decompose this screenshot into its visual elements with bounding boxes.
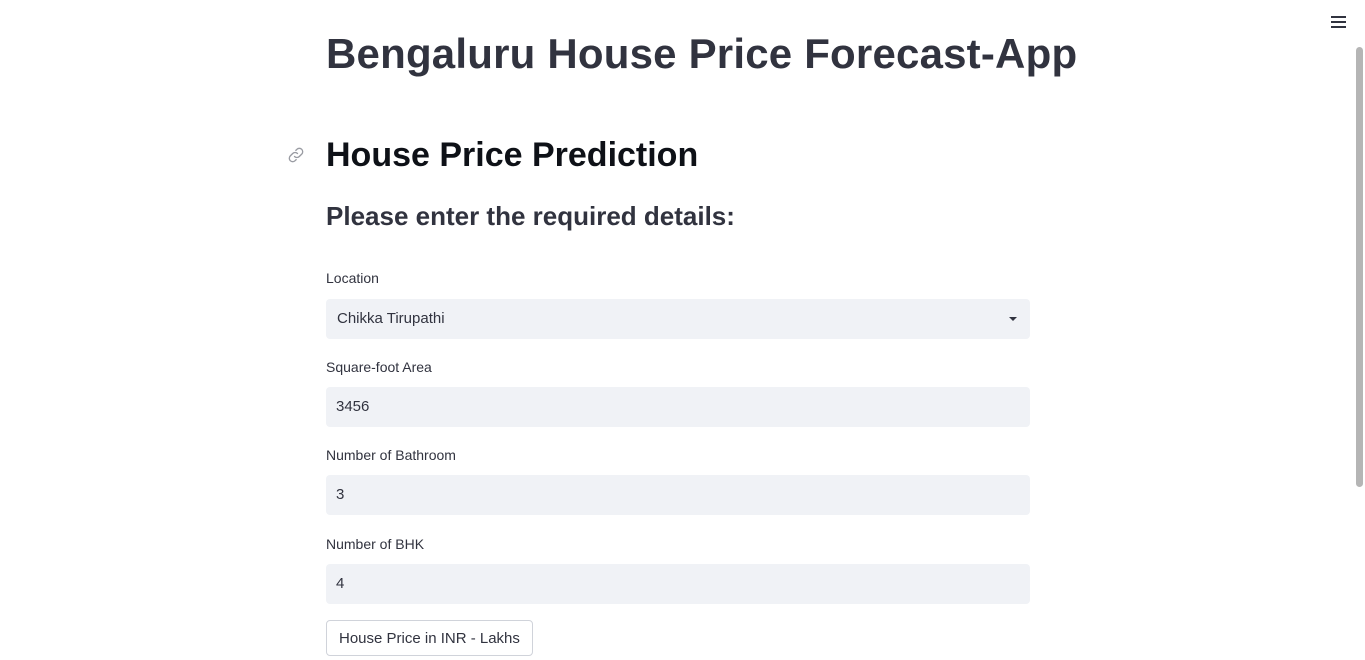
bath-value: 3 bbox=[336, 486, 345, 503]
predict-price-button[interactable]: House Price in INR - Lakhs bbox=[326, 620, 533, 656]
sqft-value: 3456 bbox=[336, 398, 370, 415]
hamburger-icon-bar bbox=[1331, 21, 1346, 23]
bhk-label: Number of BHK bbox=[326, 536, 425, 552]
hamburger-icon-bar bbox=[1331, 26, 1346, 28]
sqft-input[interactable]: 3456 bbox=[326, 387, 1030, 427]
location-selected-value: Chikka Tirupathi bbox=[337, 310, 445, 327]
bhk-input[interactable]: 4 bbox=[326, 564, 1030, 604]
app-title: Bengaluru House Price Forecast-App bbox=[326, 30, 1078, 77]
hamburger-icon bbox=[1331, 16, 1346, 18]
bath-input[interactable]: 3 bbox=[326, 475, 1030, 515]
sqft-label: Square-foot Area bbox=[326, 359, 432, 375]
location-label: Location bbox=[326, 270, 379, 286]
link-icon[interactable] bbox=[287, 146, 305, 164]
section-title: House Price Prediction bbox=[326, 136, 699, 174]
location-select[interactable]: Chikka Tirupathi bbox=[326, 299, 1030, 339]
bath-label: Number of Bathroom bbox=[326, 447, 456, 463]
page-scrollbar[interactable] bbox=[1356, 47, 1363, 487]
bhk-value: 4 bbox=[336, 575, 345, 592]
chevron-down-icon bbox=[1009, 317, 1017, 321]
form-subtitle: Please enter the required details: bbox=[326, 201, 735, 231]
hamburger-menu-button[interactable] bbox=[1327, 13, 1349, 31]
